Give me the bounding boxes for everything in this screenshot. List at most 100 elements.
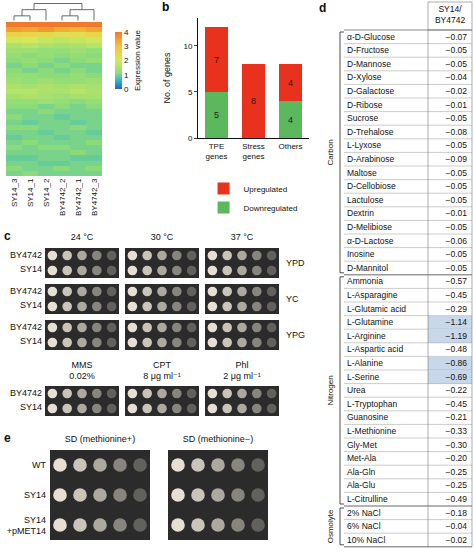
svg-text:−0.05: −0.05 [445, 45, 467, 55]
svg-text:2% NaCl: 2% NaCl [347, 508, 381, 518]
svg-text:+pMET14: +pMET14 [7, 526, 46, 536]
svg-text:−0.05: −0.05 [445, 113, 467, 123]
svg-text:Ala-Gln: Ala-Gln [347, 467, 376, 477]
svg-text:BY4742_1: BY4742_1 [74, 178, 83, 216]
svg-text:YC: YC [286, 294, 299, 304]
svg-text:L-Aspartic acid: L-Aspartic acid [347, 344, 403, 354]
svg-text:L-Glutamic acid: L-Glutamic acid [347, 304, 406, 314]
svg-text:−1.14: −1.14 [445, 317, 467, 327]
svg-text:SD (methionine−): SD (methionine−) [183, 434, 253, 444]
svg-text:−0.01: −0.01 [445, 100, 467, 110]
svg-text:α-D-Lactose: α-D-Lactose [347, 236, 394, 246]
svg-text:−0.05: −0.05 [445, 195, 467, 205]
svg-text:Lactulose: Lactulose [347, 195, 384, 205]
svg-text:Ala-Glu: Ala-Glu [347, 480, 376, 490]
svg-text:SY14: SY14 [24, 515, 46, 525]
svg-text:D-Ribose: D-Ribose [347, 100, 383, 110]
svg-text:−0.05: −0.05 [445, 59, 467, 69]
svg-text:0: 0 [188, 134, 193, 143]
svg-text:MMS: MMS [72, 360, 93, 370]
svg-text:−0.48: −0.48 [445, 344, 467, 354]
svg-text:SY14/: SY14/ [438, 4, 462, 14]
svg-text:−0.04: −0.04 [445, 72, 467, 82]
svg-text:YPG: YPG [286, 330, 305, 340]
svg-text:BY4742: BY4742 [10, 286, 42, 296]
svg-text:SD (methionine+): SD (methionine+) [65, 434, 135, 444]
svg-text:−0.29: −0.29 [445, 304, 467, 314]
svg-text:D-Mannitol: D-Mannitol [347, 263, 388, 273]
svg-text:5: 5 [188, 88, 193, 97]
svg-text:−0.06: −0.06 [445, 236, 467, 246]
svg-text:L-Serine: L-Serine [347, 372, 379, 382]
svg-text:c: c [4, 229, 11, 243]
svg-text:D-Cellobiose: D-Cellobiose [347, 181, 396, 191]
svg-text:L-Asparagine: L-Asparagine [347, 290, 398, 300]
svg-text:D-Fructose: D-Fructose [347, 45, 389, 55]
svg-text:0.02%: 0.02% [69, 371, 95, 381]
svg-text:−0.07: −0.07 [445, 32, 467, 42]
svg-text:e: e [4, 431, 11, 445]
svg-text:−0.22: −0.22 [445, 385, 467, 395]
svg-text:SY14: SY14 [24, 490, 46, 500]
svg-text:D-Trehalose: D-Trehalose [347, 127, 394, 137]
svg-text:8 μg ml⁻¹: 8 μg ml⁻¹ [143, 371, 180, 381]
svg-text:−0.05: −0.05 [445, 140, 467, 150]
svg-text:−0.33: −0.33 [445, 426, 467, 436]
svg-text:0: 0 [124, 85, 129, 94]
svg-text:Urea: Urea [347, 385, 366, 395]
svg-text:30 °C: 30 °C [151, 232, 174, 242]
svg-text:L-Arginine: L-Arginine [347, 331, 386, 341]
svg-text:−0.05: −0.05 [445, 249, 467, 259]
svg-text:SY14_3: SY14_3 [10, 178, 19, 207]
svg-text:L-Citrulline: L-Citrulline [347, 494, 388, 504]
svg-text:−0.09: −0.09 [445, 154, 467, 164]
svg-text:L-Tryptophan: L-Tryptophan [347, 399, 398, 409]
svg-text:1: 1 [124, 71, 129, 80]
svg-text:No. of genes: No. of genes [162, 52, 172, 104]
svg-text:−0.49: −0.49 [445, 494, 467, 504]
svg-text:D-Galactose: D-Galactose [347, 86, 395, 96]
svg-text:CPT: CPT [153, 360, 172, 370]
svg-text:YPD: YPD [286, 258, 305, 268]
svg-text:−0.01: −0.01 [445, 208, 467, 218]
svg-text:4: 4 [124, 28, 129, 37]
svg-text:−0.25: −0.25 [445, 480, 467, 490]
svg-text:SY14: SY14 [20, 402, 42, 412]
svg-text:Others: Others [278, 142, 302, 151]
svg-text:SY14: SY14 [20, 264, 42, 274]
svg-text:BY4742: BY4742 [10, 388, 42, 398]
svg-text:BY4742: BY4742 [10, 322, 42, 332]
svg-text:10% NaCl: 10% NaCl [347, 535, 385, 545]
svg-text:2 μg ml⁻¹: 2 μg ml⁻¹ [223, 371, 260, 381]
svg-text:−0.45: −0.45 [445, 290, 467, 300]
svg-text:L-Lyxose: L-Lyxose [347, 140, 381, 150]
svg-text:D-Melibiose: D-Melibiose [347, 222, 392, 232]
svg-text:Downregulated: Downregulated [244, 204, 298, 213]
svg-text:−0.69: −0.69 [445, 372, 467, 382]
svg-text:Inosine: Inosine [347, 249, 375, 259]
svg-text:−0.45: −0.45 [445, 399, 467, 409]
svg-text:Carbon: Carbon [326, 139, 335, 165]
svg-text:−0.25: −0.25 [445, 467, 467, 477]
svg-text:L-Alanine: L-Alanine [347, 358, 383, 368]
svg-text:SY14: SY14 [20, 300, 42, 310]
svg-text:−0.08: −0.08 [445, 127, 467, 137]
svg-text:D-Arabinose: D-Arabinose [347, 154, 395, 164]
svg-text:4: 4 [288, 78, 293, 88]
svg-text:SY14_1: SY14_1 [26, 178, 35, 207]
svg-text:SY14: SY14 [20, 336, 42, 346]
svg-text:WT: WT [32, 460, 46, 470]
svg-text:Sucrose: Sucrose [347, 113, 378, 123]
svg-text:7: 7 [214, 55, 219, 65]
svg-text:−1.19: −1.19 [445, 331, 467, 341]
svg-text:D-Xylose: D-Xylose [347, 72, 382, 82]
svg-text:Osmolyte: Osmolyte [326, 509, 335, 543]
svg-text:−0.57: −0.57 [445, 276, 467, 286]
svg-text:−0.05: −0.05 [445, 263, 467, 273]
svg-text:SY14_2: SY14_2 [42, 178, 51, 207]
svg-text:Expression value: Expression value [133, 29, 142, 90]
svg-text:Maltose: Maltose [347, 168, 377, 178]
svg-text:−0.02: −0.02 [445, 535, 467, 545]
svg-text:L-Glutamine: L-Glutamine [347, 317, 394, 327]
svg-text:5: 5 [214, 110, 219, 120]
